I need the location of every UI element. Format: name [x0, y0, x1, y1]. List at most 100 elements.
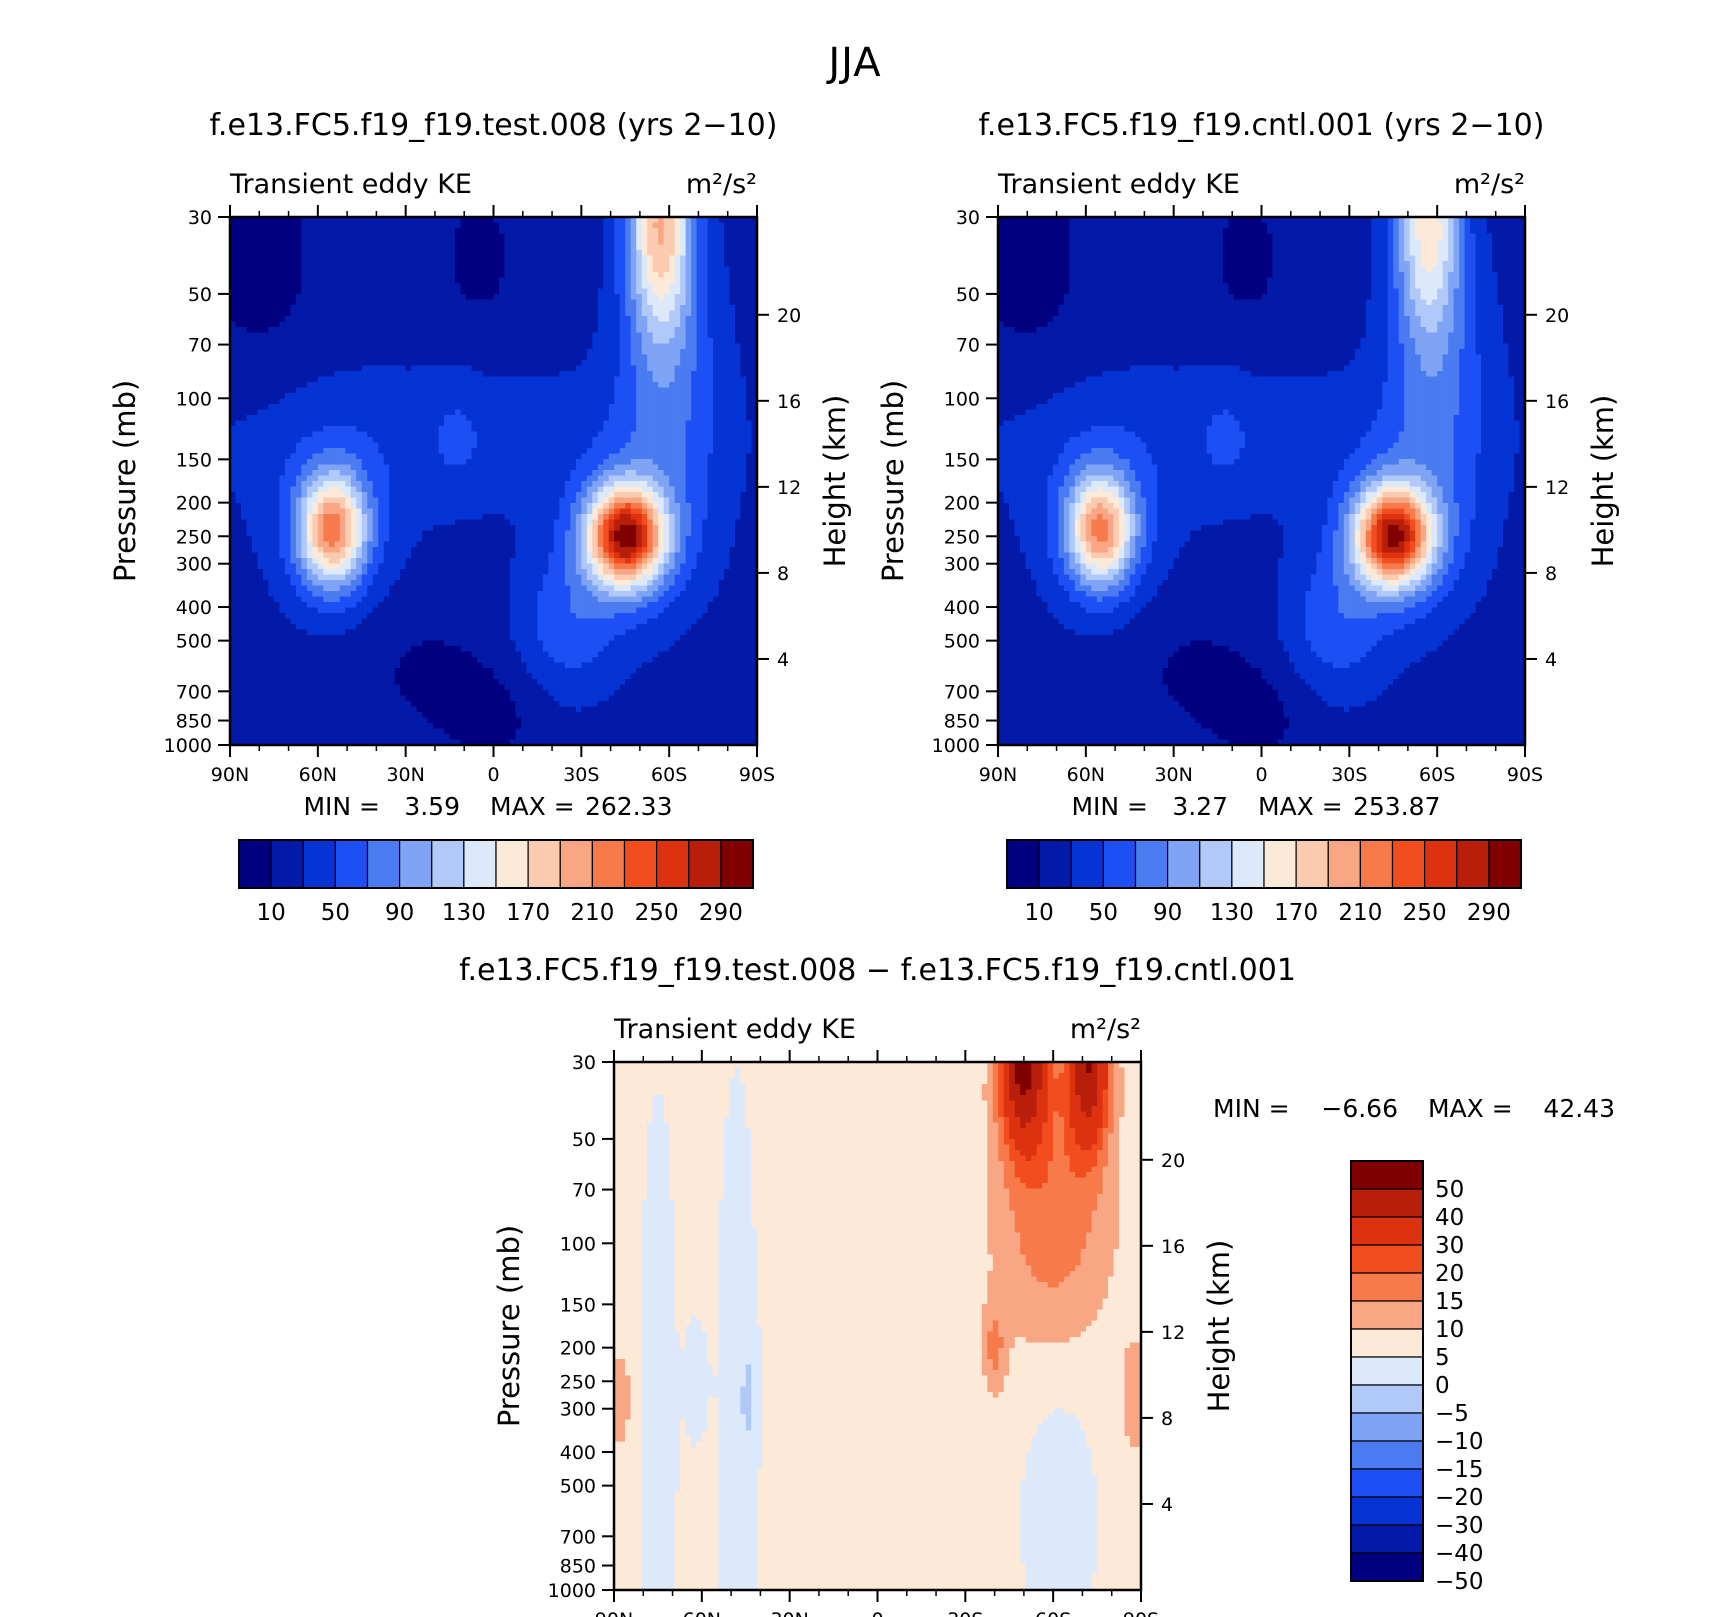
contour-cell	[482, 261, 489, 268]
contour-cell	[493, 459, 500, 466]
contour-cell	[361, 437, 368, 444]
contour-cell	[367, 338, 374, 345]
contour-cell	[444, 354, 451, 361]
contour-cell	[586, 349, 593, 356]
contour-cell	[411, 442, 418, 449]
contour-cell	[724, 338, 731, 345]
contour-cell	[306, 299, 313, 306]
contour-cell	[306, 255, 313, 262]
contour-cell	[548, 420, 555, 427]
contour-cell	[674, 272, 681, 279]
contour-cell	[630, 244, 637, 251]
contour-cell	[444, 343, 451, 350]
contour-cell	[548, 376, 555, 383]
contour-cell	[482, 387, 489, 394]
contour-cell	[691, 310, 698, 317]
contour-cell	[702, 398, 709, 405]
contour-cell	[438, 244, 445, 251]
contour-cell	[520, 360, 528, 367]
contour-cell	[597, 222, 604, 229]
contour-cell	[466, 360, 473, 367]
contour-cell	[433, 464, 440, 471]
contour-cell	[592, 475, 599, 482]
contour-cell	[328, 250, 335, 257]
contour-cell	[746, 464, 753, 471]
contour-cell	[246, 486, 253, 493]
contour-cell	[334, 305, 341, 312]
contour-cell	[273, 437, 281, 444]
contour-cell	[674, 338, 681, 345]
contour-cell	[262, 376, 270, 383]
contour-cell	[586, 486, 593, 493]
contour-cell	[460, 459, 467, 466]
contour-cell	[444, 497, 451, 504]
contour-cell	[630, 475, 637, 482]
contour-cell	[746, 470, 753, 477]
contour-cell	[515, 294, 522, 301]
contour-cell	[625, 481, 632, 488]
contour-cell	[751, 299, 757, 306]
contour-cell	[411, 464, 418, 471]
contour-cell	[537, 272, 544, 279]
contour-cell	[257, 481, 264, 488]
contour-cell	[630, 222, 637, 229]
contour-cell	[509, 475, 517, 482]
contour-cell	[427, 316, 434, 323]
contour-cell	[328, 459, 335, 466]
contour-cell	[488, 332, 495, 339]
contour-cell	[564, 354, 571, 361]
contour-cell	[273, 404, 281, 411]
contour-cell	[751, 393, 757, 400]
contour-cell	[493, 360, 500, 367]
contour-cell	[586, 250, 593, 257]
contour-cell	[619, 239, 626, 246]
contour-cell	[608, 321, 615, 328]
contour-cell	[334, 250, 341, 257]
contour-cell	[575, 244, 582, 251]
contour-cell	[240, 503, 248, 510]
contour-cell	[575, 310, 582, 317]
contour-cell	[367, 393, 374, 400]
contour-cell	[735, 492, 742, 499]
contour-cell	[713, 261, 720, 268]
contour-cell	[240, 316, 248, 323]
contour-cell	[696, 239, 703, 246]
contour-cell	[608, 222, 615, 229]
contour-cell	[509, 409, 517, 416]
contour-cell	[630, 442, 637, 449]
contour-cell	[356, 239, 363, 246]
contour-cell	[570, 486, 577, 493]
contour-cell	[685, 420, 692, 427]
contour-cell	[685, 409, 692, 416]
contour-cell	[482, 310, 489, 317]
contour-cell	[630, 327, 637, 334]
contour-cell	[641, 492, 648, 499]
contour-cell	[548, 470, 555, 477]
contour-cell	[312, 371, 319, 378]
contour-cell	[652, 371, 659, 378]
contour-cell	[509, 481, 517, 488]
contour-cell	[361, 387, 368, 394]
contour-cell	[592, 327, 599, 334]
contour-cell	[367, 398, 374, 405]
contour-cell	[230, 266, 237, 273]
contour-cell	[702, 448, 709, 455]
contour-cell	[691, 497, 698, 504]
contour-cell	[317, 376, 324, 383]
contour-cell	[411, 338, 418, 345]
contour-cell	[707, 365, 714, 372]
contour-cell	[361, 475, 368, 482]
contour-cell	[240, 448, 248, 455]
contour-cell	[383, 327, 390, 334]
contour-cell	[674, 497, 681, 504]
contour-cell	[718, 250, 725, 257]
contour-cell	[312, 354, 319, 361]
contour-cell	[636, 387, 643, 394]
contour-cell	[586, 376, 593, 383]
contour-cell	[240, 387, 248, 394]
contour-cell	[751, 470, 757, 477]
contour-cell	[251, 464, 259, 471]
contour-cell	[323, 250, 330, 257]
contour-cell	[619, 233, 626, 240]
contour-cell	[537, 266, 544, 273]
